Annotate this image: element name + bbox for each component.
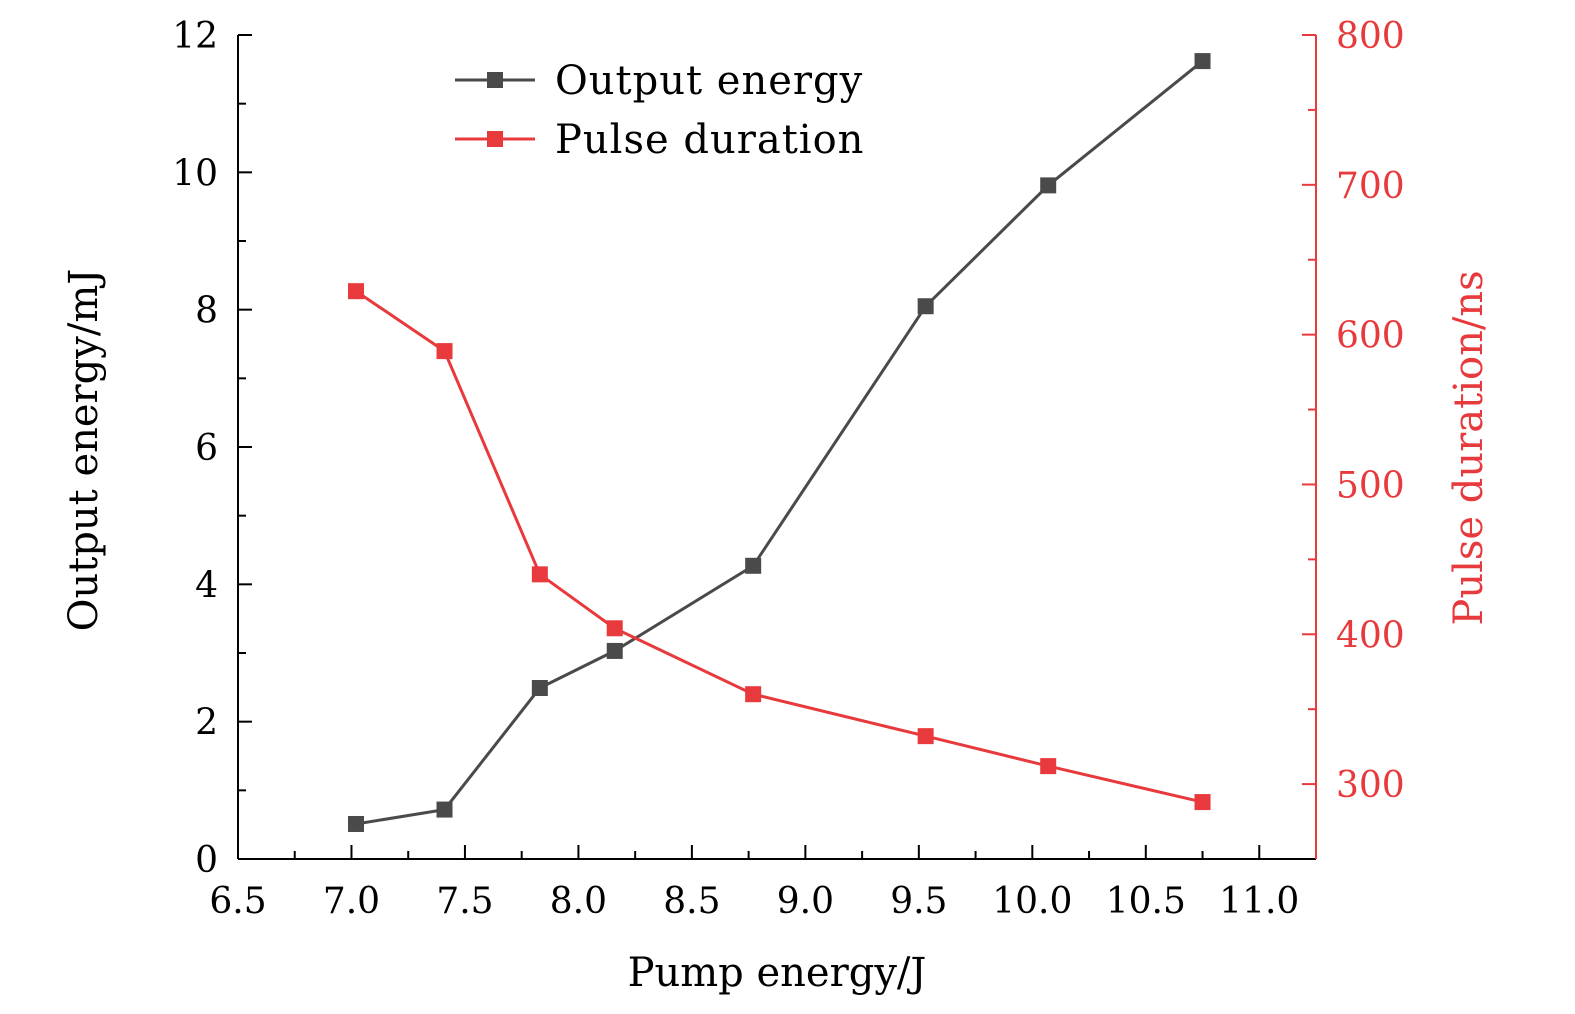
data-point-output-energy xyxy=(436,801,453,818)
legend-marker xyxy=(487,131,503,147)
data-point-pulse-duration xyxy=(1194,794,1211,811)
data-point-pulse-duration xyxy=(745,686,762,703)
axes: 6.5 7.0 7.5 8.0 8.5 9.0 9.5 10.0 10.5 11.0 0 2 4 6 8 10… xyxy=(172,16,1405,922)
y-right-tick-label: 400 xyxy=(1336,615,1405,656)
x-tick-label: 11.0 xyxy=(1219,881,1299,922)
data-point-pulse-duration xyxy=(348,283,365,300)
data-point-pulse-duration xyxy=(1040,758,1057,775)
series-line-pulse-duration xyxy=(355,289,1203,804)
y-left-tick-label: 10 xyxy=(172,153,218,194)
x-tick-label: 6.5 xyxy=(209,881,266,922)
x-tick-label: 7.0 xyxy=(323,881,380,922)
data-point-output-energy xyxy=(745,557,762,574)
data-point-output-energy xyxy=(606,642,623,659)
data-point-output-energy xyxy=(531,680,548,697)
x-tick-label: 9.5 xyxy=(890,881,947,922)
y-left-tick-label: 2 xyxy=(195,703,218,744)
legend: Output energy Pulse duration xyxy=(455,58,864,163)
data-point-pulse-duration xyxy=(606,620,623,637)
y-right-tick-label: 600 xyxy=(1336,316,1405,357)
data-point-pulse-duration xyxy=(436,343,453,360)
y-left-tick-label: 6 xyxy=(195,428,218,469)
x-tick-label: 7.5 xyxy=(436,881,493,922)
y-right-tick-label: 300 xyxy=(1336,765,1405,806)
data-point-output-energy xyxy=(917,298,934,315)
series-line-output-energy xyxy=(355,59,1204,826)
y-right-tick-label: 700 xyxy=(1336,166,1405,207)
y-left-tick-label: 8 xyxy=(195,291,218,332)
legend-label: Pulse duration xyxy=(555,117,864,163)
y-right-tick-label: 800 xyxy=(1336,16,1405,57)
x-tick-label: 10.5 xyxy=(1106,881,1186,922)
y-right-axis-title: Pulse duration/ns xyxy=(1446,270,1492,625)
x-tick-label: 8.5 xyxy=(663,881,720,922)
data-point-pulse-duration xyxy=(531,566,548,583)
data-point-output-energy xyxy=(348,815,365,832)
y-left-tick-label: 0 xyxy=(195,840,218,881)
y-left-tick-label: 12 xyxy=(172,16,218,57)
legend-marker xyxy=(487,72,503,88)
x-tick-label: 8.0 xyxy=(550,881,607,922)
y-right-tick-label: 500 xyxy=(1336,465,1405,506)
x-tick-label: 9.0 xyxy=(777,881,834,922)
y-left-axis-title: Output energy/mJ xyxy=(61,269,107,632)
series-layer xyxy=(348,53,1211,832)
x-axis-title: Pump energy/J xyxy=(628,950,927,996)
data-point-pulse-duration xyxy=(917,728,934,745)
legend-label: Output energy xyxy=(555,58,863,104)
data-point-output-energy xyxy=(1194,53,1211,70)
data-point-output-energy xyxy=(1040,177,1057,194)
x-tick-label: 10.0 xyxy=(992,881,1072,922)
y-left-tick-label: 4 xyxy=(195,565,218,606)
